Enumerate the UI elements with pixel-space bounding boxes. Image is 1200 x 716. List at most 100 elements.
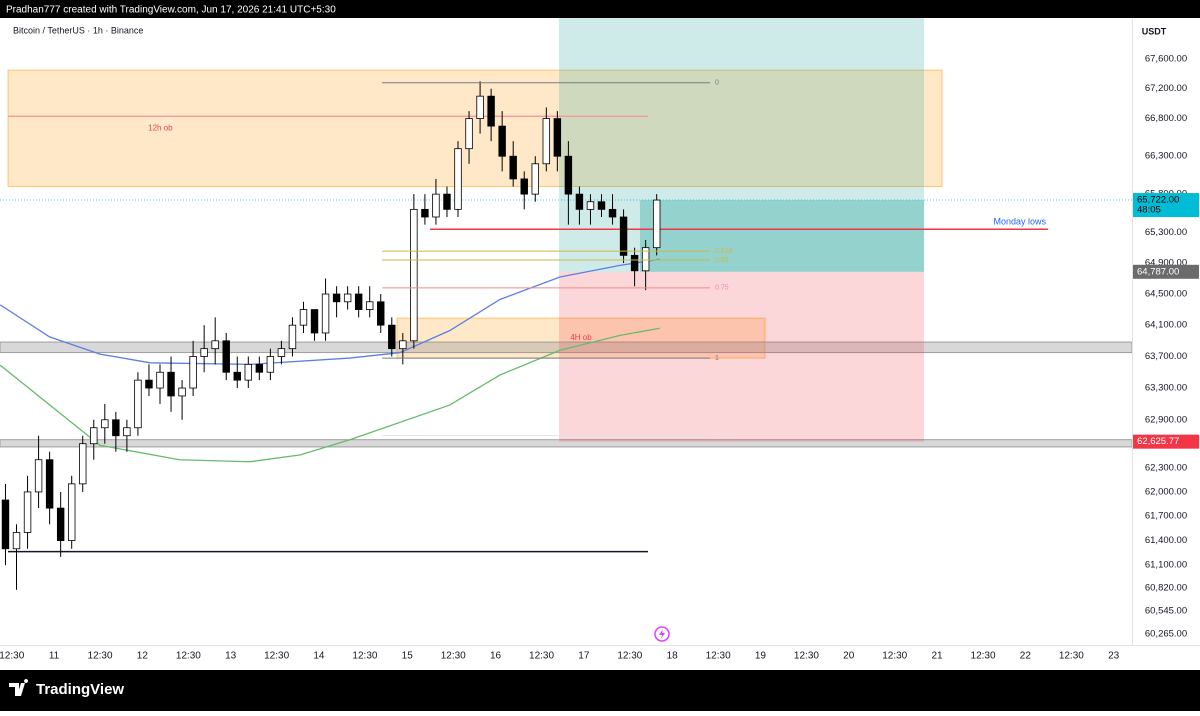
candle-body — [79, 443, 87, 485]
fib-label: 0.75 — [715, 285, 729, 292]
x-tick-label: 12:30 — [529, 651, 554, 662]
candle-body — [365, 301, 374, 310]
candle-body — [564, 155, 573, 195]
candle-body — [222, 340, 230, 373]
y-tick-label: 66,800.00 — [1145, 113, 1187, 124]
y-tick-label: 61,400.00 — [1145, 535, 1187, 546]
candle-body — [299, 309, 308, 326]
y-tick-label: 62,300.00 — [1145, 462, 1187, 473]
candle-body — [189, 356, 197, 389]
brand-logo: TradingView — [9, 679, 124, 698]
candle-body — [145, 379, 153, 389]
x-tick-label: 12:30 — [88, 651, 113, 662]
candle-body — [498, 125, 506, 157]
candle-body — [134, 379, 142, 429]
candle-body — [266, 356, 275, 373]
candle-body — [509, 155, 517, 180]
candle-body — [619, 216, 628, 256]
zone-label: 4H ob — [570, 333, 592, 342]
brand-mark — [9, 679, 29, 696]
candle-body — [542, 118, 551, 165]
candle-body — [56, 507, 65, 542]
plot-area: 12h ob 4H ob Monday lows 0 0.618 0.65 0.75 1 1.2… — [0, 18, 1132, 590]
x-tick-label: 12:30 — [441, 651, 466, 662]
candle-body — [343, 293, 352, 303]
x-tick-label: 12:30 — [0, 651, 25, 662]
candle-body — [23, 491, 32, 533]
y-tick-label: 64,500.00 — [1145, 289, 1187, 300]
candle-body — [432, 193, 440, 218]
fib-label: 0.65 — [715, 257, 729, 264]
x-tick-label: 12:30 — [1059, 651, 1084, 662]
header-bar — [0, 0, 1200, 18]
x-tick-label: 21 — [931, 651, 943, 662]
y-tick-label: 60,265.00 — [1145, 629, 1187, 640]
symbol-title: Bitcoin / TetherUS · 1h · Binance — [13, 25, 143, 35]
brand-text: TradingView — [36, 681, 124, 698]
order-block-zone — [7, 69, 943, 188]
x-tick-label: 17 — [578, 651, 590, 662]
candle-body — [465, 118, 473, 150]
position-stop-zone — [559, 271, 925, 442]
candle-body — [244, 363, 253, 381]
candle-body — [12, 532, 21, 550]
fib-label: 0 — [715, 80, 719, 87]
y-tick-label: 64,900.00 — [1145, 258, 1187, 269]
x-tick-label: 12:30 — [882, 651, 907, 662]
candle-body — [597, 201, 606, 210]
y-tick-label: 62,900.00 — [1145, 414, 1187, 425]
candle-body — [67, 483, 76, 542]
fib-label: 0.618 — [715, 248, 733, 255]
alert-circle[interactable] — [654, 626, 670, 642]
x-tick-label: 14 — [313, 651, 325, 662]
candle-body — [112, 419, 120, 437]
x-tick-label: 12:30 — [971, 651, 996, 662]
x-tick-label: 12:30 — [794, 651, 819, 662]
candle-body — [399, 340, 407, 350]
fib-label: 1 — [715, 355, 719, 362]
candle-body — [321, 293, 330, 334]
x-tick-label: 13 — [225, 651, 237, 662]
x-tick-label: 12:30 — [706, 651, 731, 662]
price-badge — [1133, 264, 1199, 279]
header-text: Pradhan777 created with TradingView.com,… — [6, 5, 336, 16]
y-tick-label: 63,700.00 — [1145, 351, 1187, 362]
candle-body — [454, 148, 462, 210]
candle-body — [34, 459, 43, 493]
candle-body — [233, 371, 241, 381]
currency: USDT — [1142, 26, 1167, 36]
candle-body — [421, 208, 429, 218]
x-tick-label: 20 — [843, 651, 855, 662]
x-tick-label: 19 — [755, 651, 767, 662]
line-label: Monday lows — [993, 217, 1046, 227]
x-tick-label: 16 — [490, 651, 502, 662]
candle-body — [443, 193, 451, 210]
candle-body — [101, 419, 109, 429]
level-band — [0, 341, 1132, 354]
candle-body — [354, 293, 363, 310]
zone-label: 12h ob — [148, 123, 173, 132]
y-tick-label: 61,100.00 — [1145, 560, 1187, 571]
alert-bolt[interactable] — [659, 629, 665, 639]
x-tick-label: 23 — [1108, 651, 1120, 662]
candle-body — [310, 309, 319, 334]
candle-body — [630, 254, 639, 272]
x-tick-label: 12:30 — [176, 651, 201, 662]
x-tick-label: 15 — [402, 651, 414, 662]
alert-icon[interactable] — [654, 626, 670, 642]
moving-average — [0, 258, 660, 366]
candle-body — [377, 301, 385, 326]
x-tick-label: 18 — [667, 651, 679, 662]
candle-body — [520, 178, 528, 195]
y-tick-label: 62,000.00 — [1145, 486, 1187, 497]
candle-body — [211, 340, 219, 350]
candle-body — [167, 371, 175, 397]
fib-label: 1.272 — [715, 433, 733, 440]
candle-body — [608, 208, 617, 218]
x-tick-label: 22 — [1020, 651, 1032, 662]
position-open-pnl — [639, 200, 925, 272]
x-tick-label: 12:30 — [352, 651, 377, 662]
